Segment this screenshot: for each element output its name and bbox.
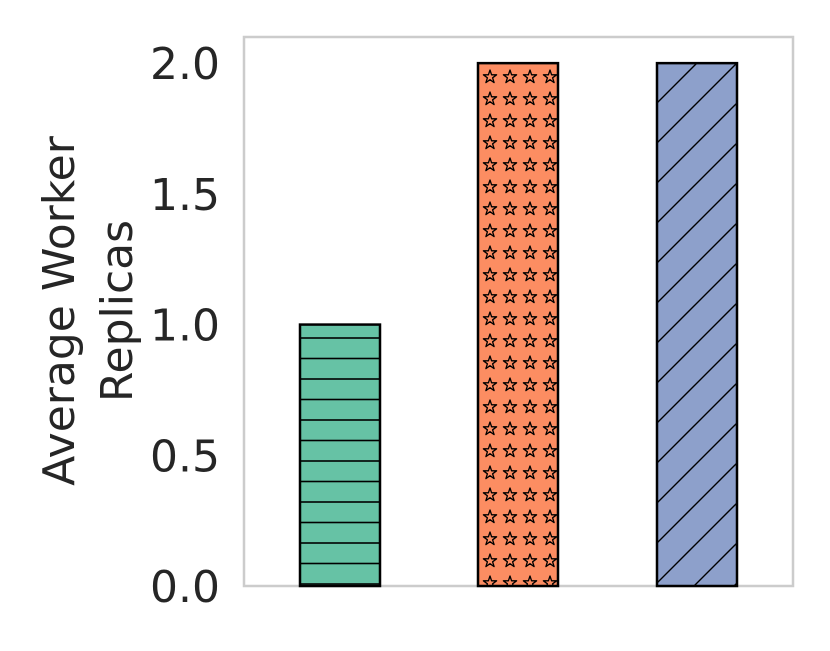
- y-axis-title-line2: Replicas: [92, 220, 143, 402]
- y-axis-title-line1: Average Worker: [34, 135, 85, 486]
- y-tick-label: 0.5: [150, 431, 220, 482]
- bar-2: [476, 61, 560, 588]
- y-tick-label: 1.0: [150, 301, 220, 352]
- bar-3: [655, 61, 739, 588]
- bars-layer: [298, 61, 739, 588]
- y-tick-label: 1.5: [150, 170, 220, 221]
- bar-1: [298, 323, 382, 588]
- y-tick-label: 0.0: [150, 562, 220, 613]
- y-tick-label: 2.0: [150, 39, 220, 90]
- y-tick-labels: 0.0 0.5 1.0 1.5 2.0: [150, 39, 220, 613]
